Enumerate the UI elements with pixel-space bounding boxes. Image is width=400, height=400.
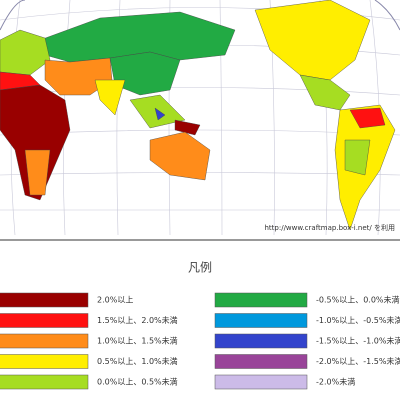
legend: 2.0%以上 1.5%以上、2.0%未満 1.0%以上、1.5%未満 0.5%以上、1…	[0, 292, 400, 390]
legend-swatch	[214, 354, 308, 369]
legend-label: -1.5%以上、-1.0%未満	[316, 336, 400, 346]
legend-swatch	[0, 333, 89, 349]
legend-label: -0.5%以上、0.0%未満	[316, 295, 400, 305]
legend-swatch	[214, 313, 308, 328]
legend-swatch	[214, 292, 308, 308]
legend-label: 1.0%以上、1.5%未満	[97, 336, 178, 346]
legend-swatch	[214, 374, 308, 390]
legend-swatch	[214, 333, 308, 349]
legend-swatch	[0, 354, 89, 369]
legend-title: 凡例	[188, 261, 212, 275]
legend-label: 1.5%以上、2.0%未満	[97, 315, 178, 325]
legend-label: -1.0%以上、-0.5%未満	[316, 315, 400, 325]
map: http://www.craftmap.box-i.net/ を利用	[0, 0, 400, 241]
legend-swatch	[0, 292, 89, 308]
legend-label: -2.0%未満	[316, 377, 355, 387]
credit: http://www.craftmap.box-i.net/ を利用	[264, 223, 395, 232]
legend-label: 0.5%以上、1.0%未満	[97, 356, 178, 366]
legend-label: 0.0%以上、0.5%未満	[97, 377, 178, 387]
legend-label: -2.0%以上、-1.5%未満	[316, 356, 400, 366]
legend-swatch	[0, 374, 89, 390]
legend-label: 2.0%以上	[97, 296, 133, 305]
legend-swatch	[0, 313, 89, 328]
